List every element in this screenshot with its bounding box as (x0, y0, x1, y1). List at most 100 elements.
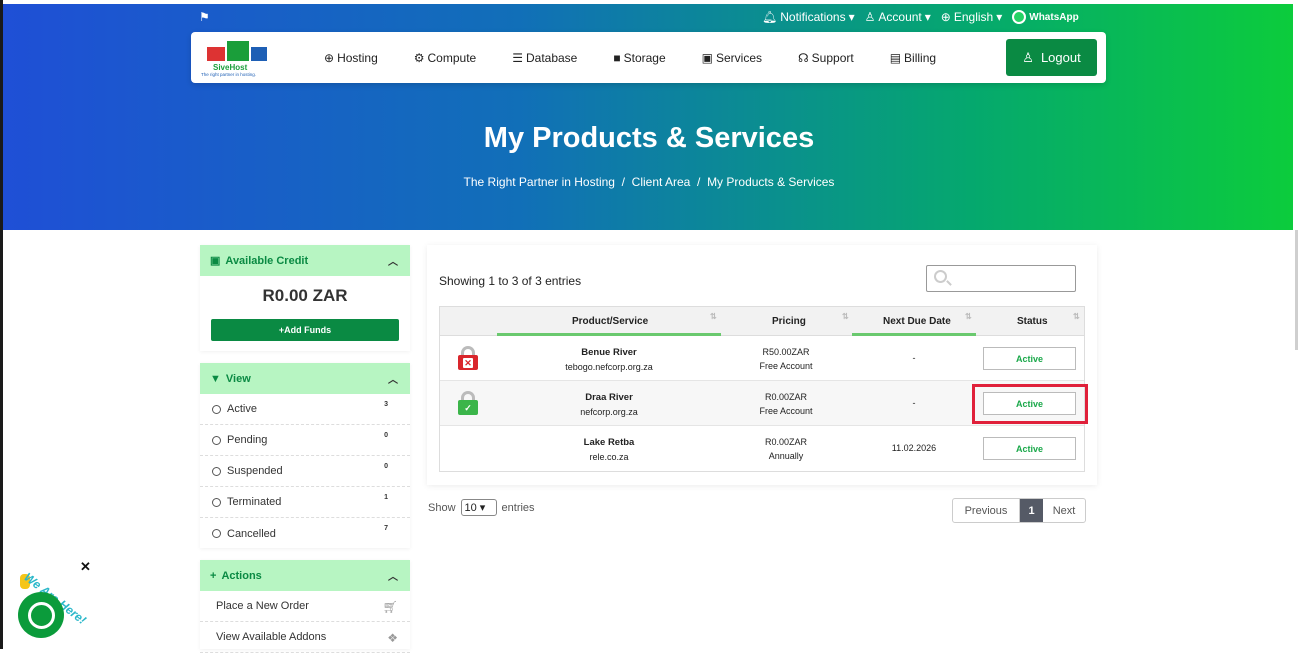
search-input[interactable] (926, 265, 1076, 292)
scrollbar-thumb[interactable] (1295, 230, 1298, 350)
show-label: Show (428, 501, 456, 514)
sort-icon[interactable]: ⇅ (710, 312, 717, 321)
nav-item-compute[interactable]: ⚙ Compute (414, 51, 476, 65)
product-name: Lake Retba (583, 437, 635, 448)
radio-icon[interactable] (212, 435, 221, 445)
table-header: Product/Service ⇅ Pricing ⇅ Next Due Dat… (440, 307, 1084, 336)
gear-icon: ⚙ (413, 51, 425, 65)
flag-icon[interactable]: ⚑ (199, 10, 210, 24)
view-filter-pending[interactable]: Pending 0 (200, 425, 410, 456)
globe-icon: ⊕ (324, 51, 335, 65)
search-icon (934, 270, 947, 283)
due-date-cell: - (912, 398, 916, 408)
nav-item-database[interactable]: ☰ Database (512, 51, 577, 65)
close-icon[interactable]: ✕ (80, 559, 91, 574)
nav-item-services[interactable]: ▣ Services (702, 51, 762, 65)
status-badge[interactable]: Active (983, 437, 1076, 460)
price-value: R0.00ZAR (764, 437, 808, 447)
column-product[interactable]: Product/Service (572, 316, 649, 327)
radio-icon[interactable] (212, 404, 221, 414)
language-label: English (953, 10, 994, 24)
credit-panel-header[interactable]: ▣ Available Credit ︿ (200, 245, 410, 276)
view-filter-label: Active (227, 403, 257, 415)
window-frame-left (0, 0, 3, 649)
account-menu[interactable]: ♙ Account ▾ (865, 10, 931, 24)
nav-item-hosting[interactable]: ⊕ Hosting (324, 51, 378, 65)
column-pricing[interactable]: Pricing (772, 316, 806, 327)
whatsapp-link[interactable]: WhatsApp (1012, 10, 1079, 24)
nav-item-billing[interactable]: ▤ Billing (890, 51, 936, 65)
chat-bubble-icon (27, 601, 55, 629)
next-button[interactable]: Next (1052, 504, 1076, 517)
breadcrumb-item-client-area[interactable]: Client Area (631, 175, 691, 189)
chevron-up-icon[interactable]: ︿ (388, 375, 398, 386)
chevron-up-icon[interactable]: ︿ (388, 257, 398, 268)
previous-button[interactable]: Previous (953, 499, 1020, 522)
nav-item-label: Compute (427, 51, 477, 65)
page-length-select[interactable]: 10 ▾ (460, 499, 497, 516)
view-filter-count: 7 (384, 525, 388, 532)
product-domain: nefcorp.org.za (580, 407, 638, 417)
lock-red-icon: ✕ (458, 346, 478, 370)
sort-icon[interactable]: ⇅ (965, 312, 972, 321)
box-icon: ■ (613, 51, 621, 65)
breadcrumb-item-home[interactable]: The Right Partner in Hosting (463, 175, 615, 189)
radio-icon[interactable] (212, 529, 221, 538)
breadcrumb-item-current: My Products & Services (707, 175, 835, 189)
chat-button[interactable] (18, 592, 64, 638)
view-filter-terminated[interactable]: Terminated 1 (200, 487, 410, 518)
view-panel: ▼ View ︿ Active 3 Pending 0 Suspended 0 Termin… (200, 363, 410, 548)
add-funds-button[interactable]: + Add Funds (211, 319, 399, 341)
view-filter-suspended[interactable]: Suspended 0 (200, 456, 410, 487)
nav-menu: ⊕ Hosting ⚙ Compute ☰ Database ■ Storage ▣ Servic… (324, 51, 936, 65)
product-name: Draa River (585, 392, 633, 403)
view-filter-count: 0 (384, 463, 388, 470)
page-number[interactable]: 1 (1020, 499, 1043, 522)
table-row[interactable]: ✓ Draa River nefcorp.org.za R0.00ZAR Free Ac… (440, 381, 1084, 426)
whatsapp-icon (1012, 10, 1027, 24)
product-cell: Benue River tebogo.nefcorp.org.za (497, 345, 721, 374)
breadcrumb: The Right Partner in Hosting / Client Ar… (0, 175, 1298, 189)
view-filter-active[interactable]: Active 3 (200, 394, 410, 425)
page-title: My Products & Services (483, 122, 815, 154)
status-badge[interactable]: Active (983, 392, 1076, 415)
nav-item-label: Storage (623, 51, 666, 65)
view-filter-cancelled[interactable]: Cancelled 7 (200, 518, 410, 549)
table-row[interactable]: Lake Retba rele.co.za R0.00ZAR Annually 11.0… (440, 426, 1084, 471)
status-badge[interactable]: Active (983, 347, 1076, 370)
breadcrumb-separator: / (693, 175, 704, 189)
gift-icon: ▣ (701, 51, 713, 65)
column-next-due-date[interactable]: Next Due Date (883, 316, 951, 327)
bell-icon: 🔔︎ (762, 10, 778, 24)
view-filter-count: 3 (384, 401, 388, 408)
actions-panel-title: Actions (221, 569, 262, 582)
column-status[interactable]: Status (1017, 316, 1048, 327)
sort-icon[interactable]: ⇅ (842, 312, 849, 321)
table-row[interactable]: ✕ Benue River tebogo.nefcorp.org.za R50.00Z… (440, 336, 1084, 381)
whatsapp-label: WhatsApp (1029, 11, 1079, 23)
entries-info: Showing 1 to 3 of 3 entries (439, 274, 582, 288)
sort-icon[interactable]: ⇅ (1073, 312, 1080, 321)
logo[interactable]: SiveHost The right partner in hosting. (201, 37, 273, 77)
nav-item-label: Hosting (337, 51, 378, 65)
radio-icon[interactable] (212, 466, 221, 476)
action-view-addons[interactable]: View Available Addons ❖ (200, 622, 410, 653)
cubes-icon: ❖ (387, 631, 398, 645)
scrollbar[interactable] (1293, 0, 1298, 649)
product-cell: Lake Retba rele.co.za (497, 435, 721, 464)
nav-item-support[interactable]: ☊ Support (798, 51, 854, 65)
product-cell: Draa River nefcorp.org.za (497, 390, 721, 419)
chevron-up-icon[interactable]: ︿ (388, 572, 398, 583)
view-panel-header[interactable]: ▼ View ︿ (200, 363, 410, 394)
language-menu[interactable]: ⊕ English ▾ (941, 10, 1002, 24)
plus-icon: + (210, 569, 217, 582)
view-filter-label: Pending (227, 434, 268, 446)
actions-panel: + Actions ︿ Place a New Order 🛒︎ View Av… (200, 560, 410, 653)
notifications-menu[interactable]: 🔔︎ Notifications ▾ (762, 10, 855, 24)
action-place-order[interactable]: Place a New Order 🛒︎ (200, 591, 410, 622)
radio-icon[interactable] (212, 497, 221, 507)
logout-button[interactable]: ♙ Logout (1006, 39, 1097, 76)
nav-item-storage[interactable]: ■ Storage (613, 51, 665, 65)
nav-item-label: Billing (904, 51, 937, 65)
actions-panel-header[interactable]: + Actions ︿ (200, 560, 410, 591)
